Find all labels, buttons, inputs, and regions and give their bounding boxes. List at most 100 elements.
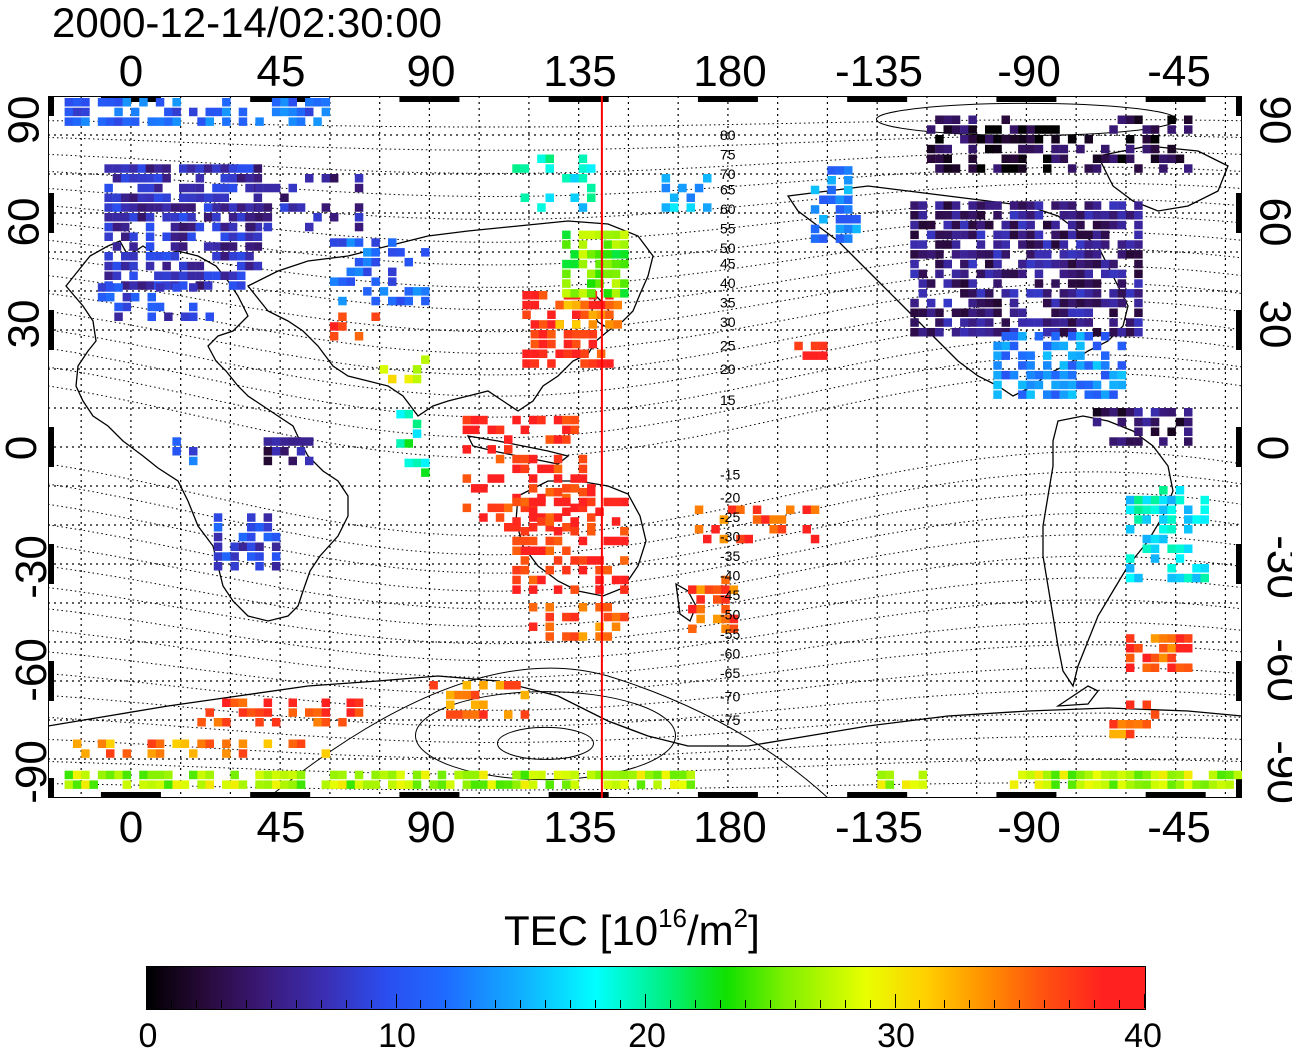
x-bottom-tick: 135 xyxy=(543,803,617,852)
tec-cell xyxy=(985,220,994,230)
tec-cell xyxy=(736,534,745,544)
tec-cell xyxy=(1026,370,1035,380)
tec-cell xyxy=(1142,653,1151,663)
tec-cell xyxy=(112,203,122,212)
tec-cell xyxy=(943,125,952,134)
y-left-tick: 0 xyxy=(0,435,46,461)
tec-cell xyxy=(943,240,952,249)
tec-cell xyxy=(114,107,123,117)
tec-cell xyxy=(1001,230,1010,240)
tec-cell xyxy=(1101,211,1110,220)
tec-map: 8075706560555045403530252015-15-20-25-30… xyxy=(48,96,1242,798)
tec-cell xyxy=(686,203,695,212)
tec-cell xyxy=(263,222,273,232)
tec-cell xyxy=(1043,370,1052,380)
tec-cell xyxy=(943,220,952,230)
tec-cell xyxy=(587,250,596,259)
tec-cell xyxy=(918,201,928,210)
tec-cell xyxy=(1142,505,1151,514)
tec-cell xyxy=(512,546,521,555)
tec-cell xyxy=(1134,115,1143,124)
tec-cell xyxy=(1200,495,1209,505)
tec-cell xyxy=(189,312,198,321)
tec-observation-cells xyxy=(64,98,1242,789)
tec-cell xyxy=(1001,332,1010,341)
tec-cell xyxy=(1059,269,1069,279)
tec-cell xyxy=(512,517,521,526)
contour-label: -70 xyxy=(720,689,740,705)
frame-tick-bottom xyxy=(1145,792,1206,798)
tec-cell xyxy=(205,708,214,717)
tec-cell xyxy=(371,296,380,306)
europe-africa-coast xyxy=(65,240,349,622)
tec-cell xyxy=(1150,653,1160,663)
tec-cell xyxy=(404,287,413,296)
tec-cell xyxy=(910,220,919,230)
tec-cell xyxy=(89,780,98,789)
tec-cell xyxy=(810,341,820,351)
tec-cell xyxy=(1150,534,1160,544)
tec-cell xyxy=(1101,780,1110,789)
tec-cell xyxy=(197,718,206,727)
tec-cell xyxy=(338,238,347,247)
tec-cell xyxy=(164,312,173,321)
tec-cell xyxy=(437,780,447,789)
tec-cell xyxy=(1009,298,1019,308)
tec-cell xyxy=(918,328,928,337)
tec-cell xyxy=(1084,230,1093,240)
tec-cell xyxy=(162,174,171,183)
y-right-tick: 90 xyxy=(1250,95,1292,145)
contour-label: 70 xyxy=(720,166,736,182)
y-right-tick: 30 xyxy=(1250,299,1292,349)
tec-cell xyxy=(1067,211,1077,220)
contour-label: -60 xyxy=(720,646,740,662)
tec-cell xyxy=(835,166,845,175)
tec-cell xyxy=(479,681,488,690)
tec-cell xyxy=(1134,289,1143,298)
tec-cell xyxy=(918,308,928,317)
tec-cell xyxy=(154,252,163,261)
tec-cell xyxy=(164,107,173,117)
tec-cell xyxy=(1150,663,1160,672)
tec-cell xyxy=(197,739,206,748)
tec-cell xyxy=(661,770,671,780)
tec-cell xyxy=(530,320,540,329)
tec-cell xyxy=(329,322,339,331)
tec-cell xyxy=(935,115,944,124)
tec-cell xyxy=(620,612,629,622)
tec-cell xyxy=(121,193,130,202)
tec-cell xyxy=(1092,230,1102,240)
tec-cell xyxy=(877,770,886,780)
tec-cell xyxy=(97,292,107,302)
tec-cell xyxy=(354,238,364,247)
tec-cell xyxy=(1167,644,1176,653)
tec-cell xyxy=(943,144,952,154)
tec-cell xyxy=(187,164,196,173)
tec-cell xyxy=(1001,220,1010,230)
tec-cell xyxy=(1001,115,1010,124)
tec-cell xyxy=(570,415,579,425)
tec-cell xyxy=(1092,408,1102,417)
contour-label: -65 xyxy=(720,665,740,681)
tec-cell xyxy=(504,503,513,513)
tec-cell xyxy=(1167,634,1176,643)
tec-cell xyxy=(570,556,579,565)
tec-cell xyxy=(145,222,155,232)
tec-cell xyxy=(72,780,82,789)
tec-cell xyxy=(396,770,405,780)
tec-cell xyxy=(1034,250,1044,259)
tec-cell xyxy=(1184,780,1193,789)
tec-cell xyxy=(1009,230,1019,240)
tec-cell xyxy=(263,437,273,446)
tec-cell xyxy=(611,575,621,585)
tec-cell xyxy=(329,277,339,286)
tec-cell xyxy=(205,312,214,321)
tec-cell xyxy=(968,259,977,269)
south-america-coast xyxy=(1042,415,1174,688)
tec-cell xyxy=(1175,770,1185,780)
tec-cell xyxy=(1150,154,1160,163)
tec-cell xyxy=(844,234,853,243)
tec-cell xyxy=(470,415,480,425)
tec-cell xyxy=(230,698,239,707)
tec-cell xyxy=(321,698,331,707)
